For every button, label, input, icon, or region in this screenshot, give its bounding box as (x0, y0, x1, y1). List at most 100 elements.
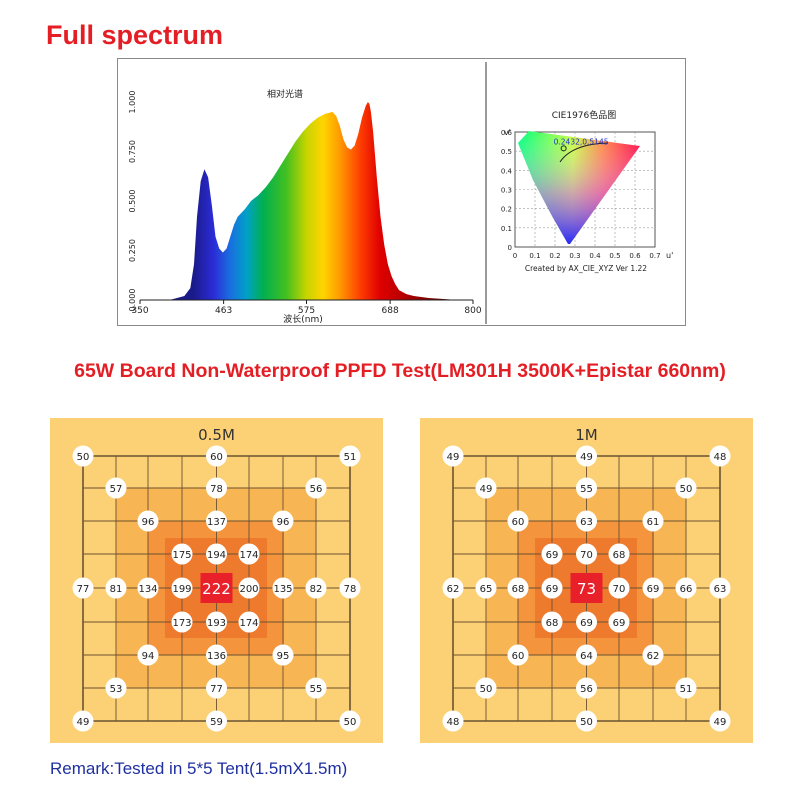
ppfd-value-bubble (541, 543, 563, 565)
ppfd-value-label: 55 (310, 684, 323, 695)
remark-text: Remark:Tested in 5*5 Tent(1.5mX1.5m) (50, 759, 348, 778)
ppfd-value-bubble (576, 710, 597, 732)
ppfd-value-bubble (305, 477, 327, 499)
spectrum-chart: 相对光谱 0.000 0.250 0.500 0.750 1.000 350 463 575… (128, 88, 482, 324)
spectrum-y-tick-label: 0.500 (128, 190, 137, 213)
ppfd-value-bubble (105, 577, 127, 599)
ppfd-value-label: 57 (110, 484, 123, 495)
cie-u-label: u' (666, 251, 673, 260)
ppfd-value-bubble (507, 644, 529, 666)
cie-y-tick-label: 0.5 (501, 148, 512, 156)
ppfd-value-label: 63 (580, 517, 593, 528)
ppfd-value-label: 175 (172, 550, 191, 561)
ppfd-value-label: 174 (239, 550, 258, 561)
ppfd-map-1m: 1M 49 49 48 49 55 50 60 63 61 69 70 68 62 65 68 69 73 70 69… (420, 418, 753, 743)
ppfd-value-label: 56 (580, 684, 593, 695)
ppfd-value-bubble (339, 710, 361, 732)
ppfd-value-bubble (339, 577, 361, 599)
ppfd-value-bubble (72, 710, 94, 732)
ppfd-value-label: 50 (480, 684, 493, 695)
ppfd-value-bubble (541, 577, 563, 599)
cie-planckian-locus (559, 142, 609, 163)
ppfd-value-bubble (206, 677, 227, 699)
ppfd-map-0-5m: 0.5M 50 60 51 57 78 56 96 137 96 175 194 174 77 81 134 1… (50, 418, 383, 743)
ppfd-value-bubble (137, 644, 159, 666)
ppfd-value-label: 137 (207, 517, 226, 528)
spectrum-x-tick-label: 350 (131, 306, 148, 316)
ppfd-value-label: 59 (210, 717, 223, 728)
ppfd-value-label: 134 (138, 584, 157, 595)
cie-x-tick-label: 0.7 (649, 252, 660, 260)
spectrum-y-tick-label: 0.250 (128, 239, 137, 262)
ppfd-value-bubble (442, 577, 464, 599)
ppfd-value-label: 55 (580, 484, 593, 495)
ppfd-value-bubble (206, 710, 227, 732)
spectrum-x-tick-label: 800 (464, 306, 481, 316)
ppfd-value-bubble (171, 577, 193, 599)
ppfd-value-bubble (105, 677, 127, 699)
ppfd-value-label: 49 (480, 484, 493, 495)
ppfd-value-bubble (72, 577, 94, 599)
ppfd-value-label: 95 (277, 651, 290, 662)
ppfd-value-bubble (675, 577, 697, 599)
ppfd-value-bubble (675, 477, 697, 499)
ppfd-value-bubble (642, 644, 664, 666)
ppfd-value-bubble (608, 611, 630, 633)
ppfd-value-label: 69 (546, 584, 559, 595)
ppfd-value-bubble (709, 577, 731, 599)
ppfd-value-label: 69 (647, 584, 660, 595)
ppfd-value-bubble (206, 445, 227, 467)
ppfd-value-bubble (576, 445, 597, 467)
ppfd-value-label: 77 (210, 684, 223, 695)
ppfd-value-label: 69 (580, 618, 593, 629)
cie-x-tick-label: 0.3 (569, 252, 580, 260)
ppfd-value-bubble (475, 477, 497, 499)
ppfd-value-label: 60 (512, 651, 525, 662)
ppfd-value-bubble (442, 445, 464, 467)
cie-y-tick-label: 0.1 (501, 225, 512, 233)
ppfd-value-bubble (576, 477, 597, 499)
ppfd-test-title: 65W Board Non-Waterproof PPFD Test(LM301… (74, 360, 726, 382)
ppfd-value-label: 65 (480, 584, 493, 595)
ppfd-value-bubble (206, 644, 227, 666)
ppfd-value-bubble (305, 677, 327, 699)
ppfd-value-label: 68 (613, 550, 626, 561)
ppfd-value-bubble (541, 611, 563, 633)
cie-x-tick-label: 0.6 (629, 252, 641, 260)
spectrum-x-tick-label: 688 (382, 306, 399, 316)
ppfd-value-label: 193 (207, 618, 226, 629)
ppfd-value-bubble (709, 445, 731, 467)
ppfd-value-bubble (206, 510, 227, 532)
ppfd-value-label: 96 (142, 517, 155, 528)
cie-x-tick-label: 0.4 (589, 252, 601, 260)
ppfd-value-label: 60 (210, 452, 223, 463)
ppfd-value-bubble (206, 611, 227, 633)
ppfd-value-label: 96 (277, 517, 290, 528)
ppfd-value-label: 94 (142, 651, 155, 662)
ppfd-value-label: 69 (546, 550, 559, 561)
ppfd-value-label: 136 (207, 651, 226, 662)
ppfd-value-bubble (339, 445, 361, 467)
ppfd-value-bubble (137, 577, 159, 599)
ppfd-value-label: 49 (714, 717, 727, 728)
ppfd-value-bubble (642, 510, 664, 532)
ppfd-value-bubble (576, 510, 597, 532)
ppfd-value-bubble (238, 543, 260, 565)
ppfd-value-label: 50 (680, 484, 693, 495)
ppfd-value-bubble (475, 677, 497, 699)
ppfd-value-bubble (475, 577, 497, 599)
ppfd-value-label: 68 (546, 618, 559, 629)
ppfd-value-label: 200 (239, 584, 258, 595)
ppfd-value-label: 62 (447, 584, 460, 595)
ppfd-value-bubble (576, 677, 597, 699)
ppfd-value-bubble (72, 445, 94, 467)
page-title: Full spectrum (46, 20, 224, 50)
spectrum-xlabel: 波长(nm) (283, 313, 323, 324)
ppfd-value-label: 135 (273, 584, 292, 595)
ppfd-value-label: 78 (210, 484, 223, 495)
ppfd-value-label: 69 (613, 618, 626, 629)
spectrum-y-tick-label: 0.750 (128, 140, 137, 163)
ppfd-value-label: 50 (77, 452, 90, 463)
ppfd-value-bubble (171, 543, 193, 565)
ppfd-value-bubble (305, 577, 327, 599)
